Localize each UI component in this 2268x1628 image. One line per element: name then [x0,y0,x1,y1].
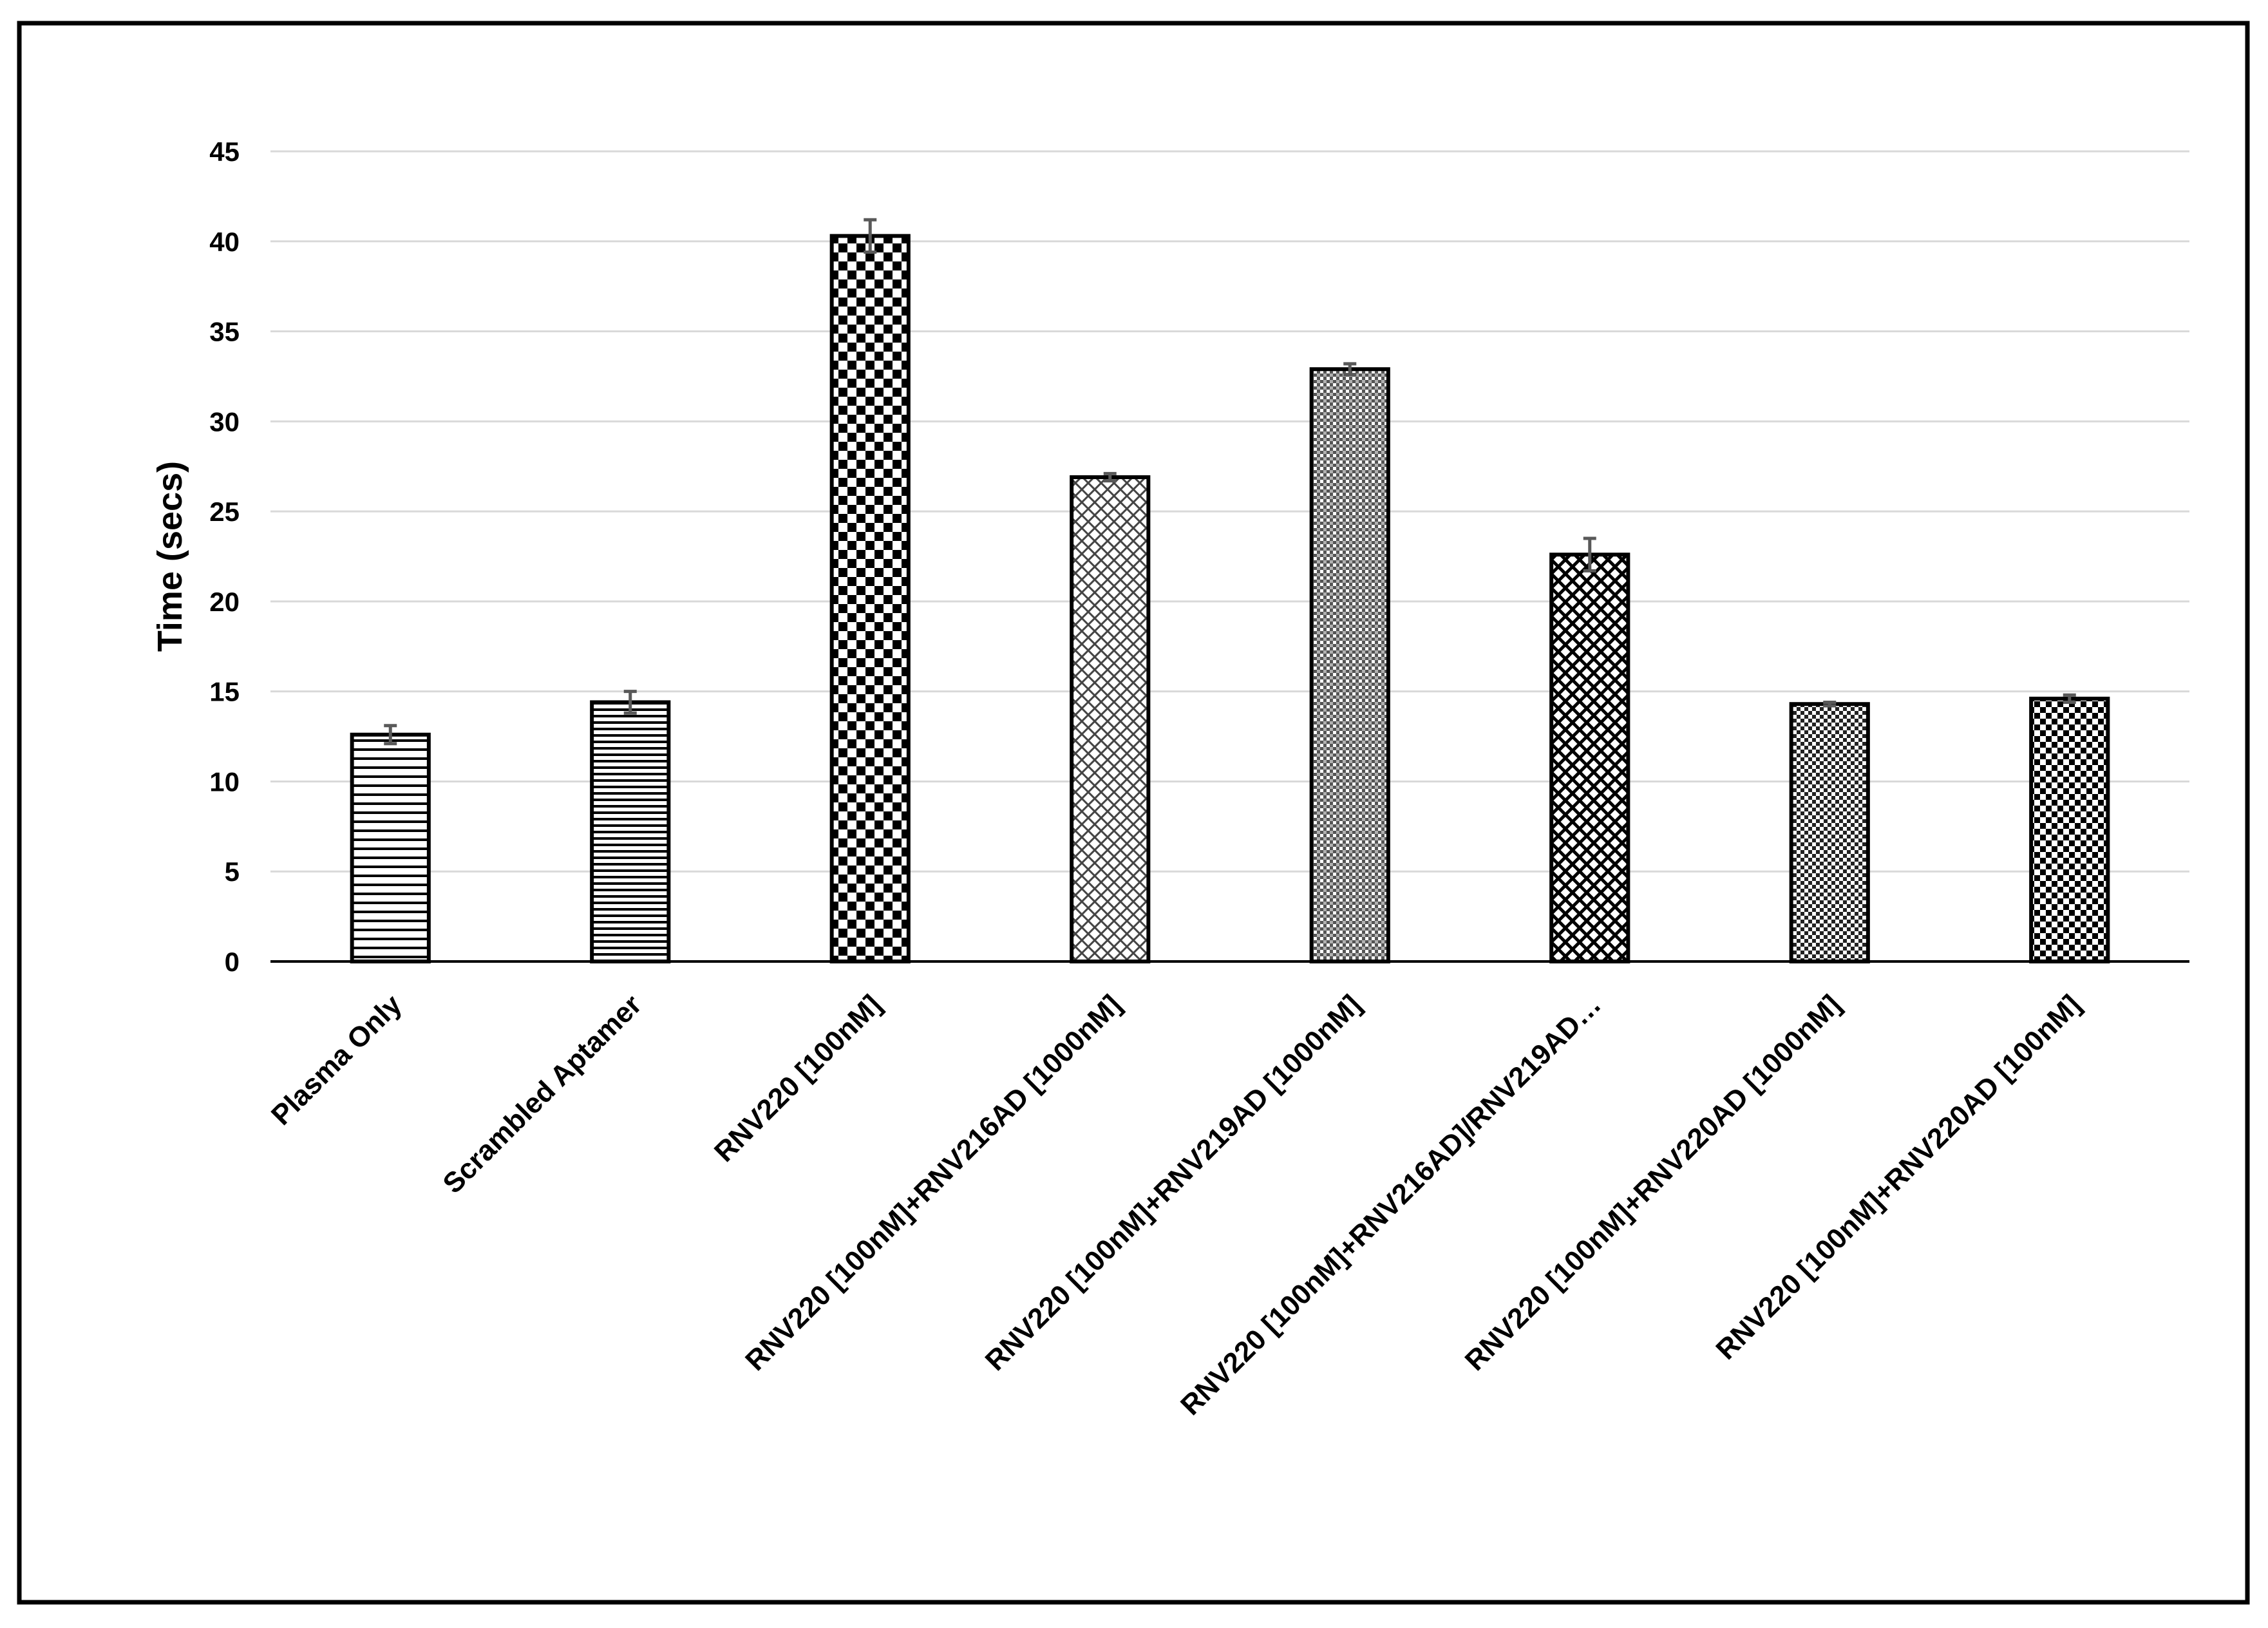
error-bars [384,218,2076,746]
y-tick-label: 40 [209,227,240,257]
error-bar [1823,700,1837,708]
error-bar [864,218,877,254]
bar [350,732,431,963]
y-tick-label: 5 [225,857,240,887]
error-bar [384,724,397,746]
bar [1549,553,1630,963]
bar [1789,702,1870,964]
y-tick-label: 45 [209,137,240,167]
y-tick-label: 15 [209,677,240,707]
error-bar [1343,362,1357,377]
y-tick-label: 10 [209,766,240,797]
y-axis-tick-labels: 0 5 10 15 20 25 30 35 40 45 [209,137,240,977]
y-tick-label: 25 [209,497,240,527]
y-tick-label: 35 [209,317,240,347]
error-bar [2063,693,2076,704]
y-axis-title: Time (secs) [151,461,189,652]
y-tick-label: 20 [209,587,240,617]
bars [350,234,2110,964]
bar [590,700,671,963]
error-bar [1103,471,1117,483]
bar [1309,367,1390,963]
y-tick-label: 30 [209,406,240,437]
bar [2029,696,2110,963]
error-bar [1583,536,1596,573]
bar [1070,475,1151,963]
error-bar [623,690,637,715]
y-tick-label: 0 [225,947,240,977]
bar [829,234,911,963]
